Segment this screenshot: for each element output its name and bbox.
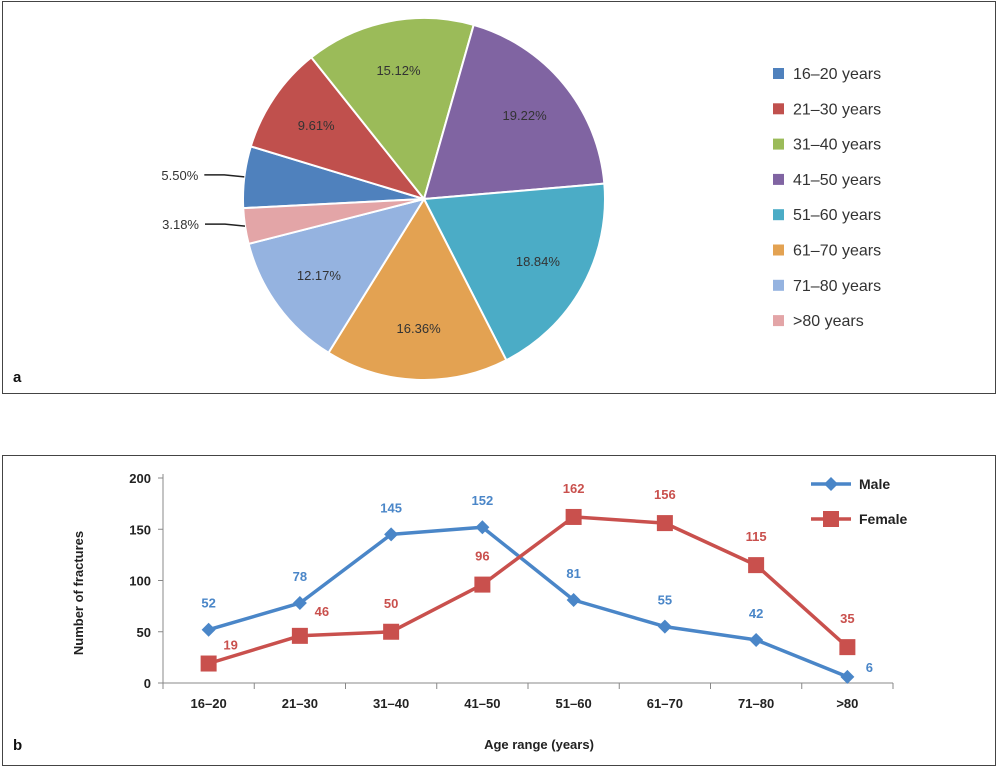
pie-chart: 5.50% 9.61% 15.12% 19.22% 18.84% 16.36% 12.17%… xyxy=(13,17,881,386)
data-point-male xyxy=(292,596,307,611)
data-label-male: 81 xyxy=(566,566,580,581)
pie-data-label: 16.36% xyxy=(397,321,442,336)
x-tick-label: 16–20 xyxy=(191,696,227,711)
y-tick-label: 50 xyxy=(137,625,151,640)
panel-letter-a: a xyxy=(13,369,22,386)
data-point-female xyxy=(383,623,400,640)
x-tick-label: 61–70 xyxy=(647,696,683,711)
data-label-male: 6 xyxy=(866,660,873,675)
pie-data-label: 3.18% xyxy=(162,217,199,232)
legend-swatch xyxy=(773,103,784,115)
data-label-male: 145 xyxy=(380,500,402,515)
pie-slice xyxy=(249,55,427,201)
legend-label: 16–20 years xyxy=(793,66,881,83)
data-label-female: 19 xyxy=(223,638,237,653)
legend-label: 51–60 years xyxy=(793,207,881,224)
data-label-female: 115 xyxy=(746,529,767,544)
legend-marker-male xyxy=(824,477,838,491)
data-label-male: 52 xyxy=(201,596,215,611)
legend-swatch xyxy=(773,244,784,256)
pie-data-label: 9.61% xyxy=(298,118,335,133)
data-label-male: 78 xyxy=(293,569,307,584)
data-label-female: 156 xyxy=(654,487,676,502)
pie-slice xyxy=(422,182,606,362)
data-point-female xyxy=(565,508,582,525)
pie-leader-line xyxy=(205,223,246,227)
data-label-male: 152 xyxy=(472,493,494,508)
data-point-female xyxy=(291,627,308,644)
panel-letter-b: b xyxy=(13,737,22,754)
x-tick-label: 71–80 xyxy=(738,696,774,711)
line-chart-panel: 0 50 100 150 200 16–20 21–30 31–40 41–50 51–60 61–… xyxy=(2,455,996,766)
data-point-male xyxy=(749,632,764,647)
pie-data-label: 12.17% xyxy=(297,268,342,283)
data-point-female xyxy=(200,655,217,672)
legend-label-male: Male xyxy=(859,476,890,492)
series-line-male xyxy=(208,525,849,679)
x-tick-label: 51–60 xyxy=(556,696,592,711)
x-axis-title: Age range (years) xyxy=(484,737,594,752)
data-point-male xyxy=(840,669,855,684)
data-point-male xyxy=(201,622,216,637)
legend-swatch xyxy=(773,68,784,79)
x-tick-label: 41–50 xyxy=(464,696,500,711)
pie-slice xyxy=(422,23,606,201)
pie-data-label: 18.84% xyxy=(516,254,561,269)
x-tick-label: >80 xyxy=(836,696,858,711)
pie-data-label: 19.22% xyxy=(503,108,548,123)
pie-slice xyxy=(242,198,425,246)
pie-chart-panel: 5.50% 9.61% 15.12% 19.22% 18.84% 16.36% 12.17%… xyxy=(2,1,996,394)
legend-swatch xyxy=(773,209,784,221)
legend-label: 61–70 years xyxy=(793,243,881,260)
data-label-female: 35 xyxy=(840,611,854,626)
data-point-male xyxy=(566,592,581,607)
data-label-male: 42 xyxy=(749,606,763,621)
legend-label: >80 years xyxy=(793,313,864,330)
pie-slice xyxy=(327,196,508,381)
x-tick-label: 31–40 xyxy=(373,696,409,711)
data-label-female: 162 xyxy=(563,481,585,496)
data-point-female xyxy=(839,639,856,656)
y-axis-title: Number of fractures xyxy=(71,531,86,655)
y-tick-label: 100 xyxy=(129,574,151,589)
y-tick-label: 0 xyxy=(144,676,151,691)
data-point-female xyxy=(474,576,491,593)
legend-label: 71–80 years xyxy=(793,278,881,295)
x-tick-label: 21–30 xyxy=(282,696,318,711)
line-chart: 0 50 100 150 200 16–20 21–30 31–40 41–50 51–60 61–… xyxy=(13,471,907,754)
data-label-female: 46 xyxy=(315,604,329,619)
data-label-female: 96 xyxy=(475,549,489,564)
legend-swatch xyxy=(773,138,784,150)
series-line-female xyxy=(208,515,849,666)
legend-label: 31–40 years xyxy=(793,137,881,154)
pie-data-label: 15.12% xyxy=(376,63,421,78)
legend-label: 21–30 years xyxy=(793,101,881,118)
pie-slice xyxy=(309,17,475,202)
data-point-male xyxy=(475,520,490,535)
pie-slice xyxy=(247,197,427,355)
data-point-female xyxy=(748,557,765,574)
data-point-male xyxy=(384,527,399,542)
data-point-male xyxy=(657,619,672,634)
legend-label-female: Female xyxy=(859,511,907,527)
legend-label: 41–50 years xyxy=(793,172,881,189)
data-label-male: 55 xyxy=(658,593,672,608)
data-point-female xyxy=(656,515,673,532)
data-label-female: 50 xyxy=(384,596,398,611)
y-tick-label: 200 xyxy=(129,471,151,486)
legend-marker-female xyxy=(823,511,839,527)
y-tick-label: 150 xyxy=(129,522,151,537)
legend-swatch xyxy=(773,315,784,327)
pie-data-label: 5.50% xyxy=(161,168,198,183)
legend-swatch xyxy=(773,173,784,185)
pie-leader-line xyxy=(204,174,245,178)
legend-swatch xyxy=(773,279,784,291)
